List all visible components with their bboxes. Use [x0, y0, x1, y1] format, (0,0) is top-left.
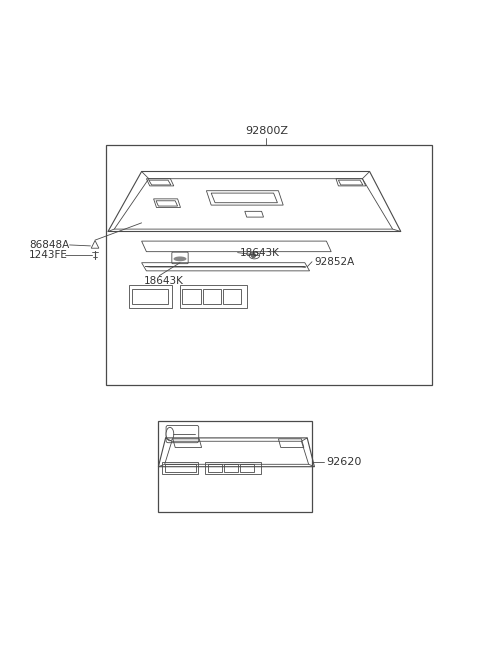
Bar: [240, 464, 254, 472]
Bar: [129, 286, 172, 309]
Circle shape: [252, 253, 255, 257]
Text: 92800Z: 92800Z: [245, 126, 288, 136]
Text: 92852A: 92852A: [314, 257, 355, 267]
Bar: [180, 286, 247, 309]
Bar: [182, 289, 201, 305]
FancyBboxPatch shape: [172, 252, 188, 264]
Ellipse shape: [174, 257, 187, 261]
Ellipse shape: [249, 252, 260, 259]
Bar: [208, 464, 222, 472]
Bar: [158, 421, 312, 512]
Text: 18643K: 18643K: [144, 276, 184, 286]
Polygon shape: [91, 240, 99, 248]
Text: 18643K: 18643K: [240, 248, 280, 257]
Bar: [165, 464, 196, 472]
Bar: [162, 462, 198, 474]
Bar: [205, 462, 261, 474]
Bar: [224, 464, 238, 472]
Text: 86848A: 86848A: [29, 240, 69, 250]
Bar: [106, 145, 432, 385]
Text: 92620: 92620: [326, 457, 362, 467]
Bar: [203, 289, 221, 305]
FancyBboxPatch shape: [166, 425, 199, 443]
Ellipse shape: [166, 427, 174, 441]
Text: 1243FE: 1243FE: [29, 250, 68, 259]
Bar: [223, 289, 241, 305]
Bar: [132, 289, 168, 305]
